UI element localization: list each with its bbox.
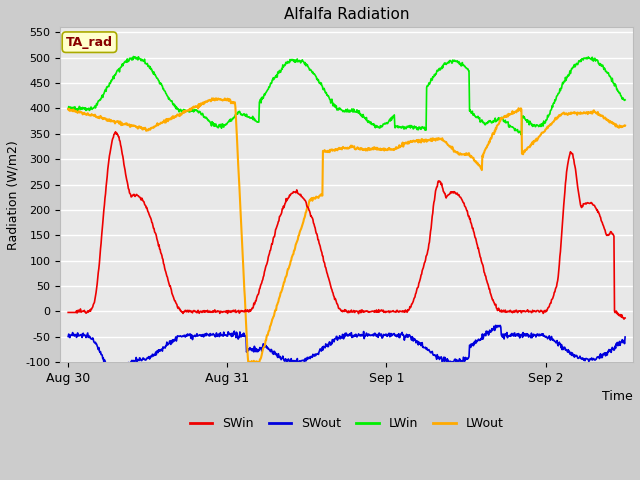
Y-axis label: Radiation (W/m2): Radiation (W/m2) <box>7 140 20 250</box>
Title: Alfalfa Radiation: Alfalfa Radiation <box>284 7 410 22</box>
Legend: SWin, SWout, LWin, LWout: SWin, SWout, LWin, LWout <box>185 412 509 435</box>
X-axis label: Time: Time <box>602 390 633 403</box>
Text: TA_rad: TA_rad <box>66 36 113 48</box>
